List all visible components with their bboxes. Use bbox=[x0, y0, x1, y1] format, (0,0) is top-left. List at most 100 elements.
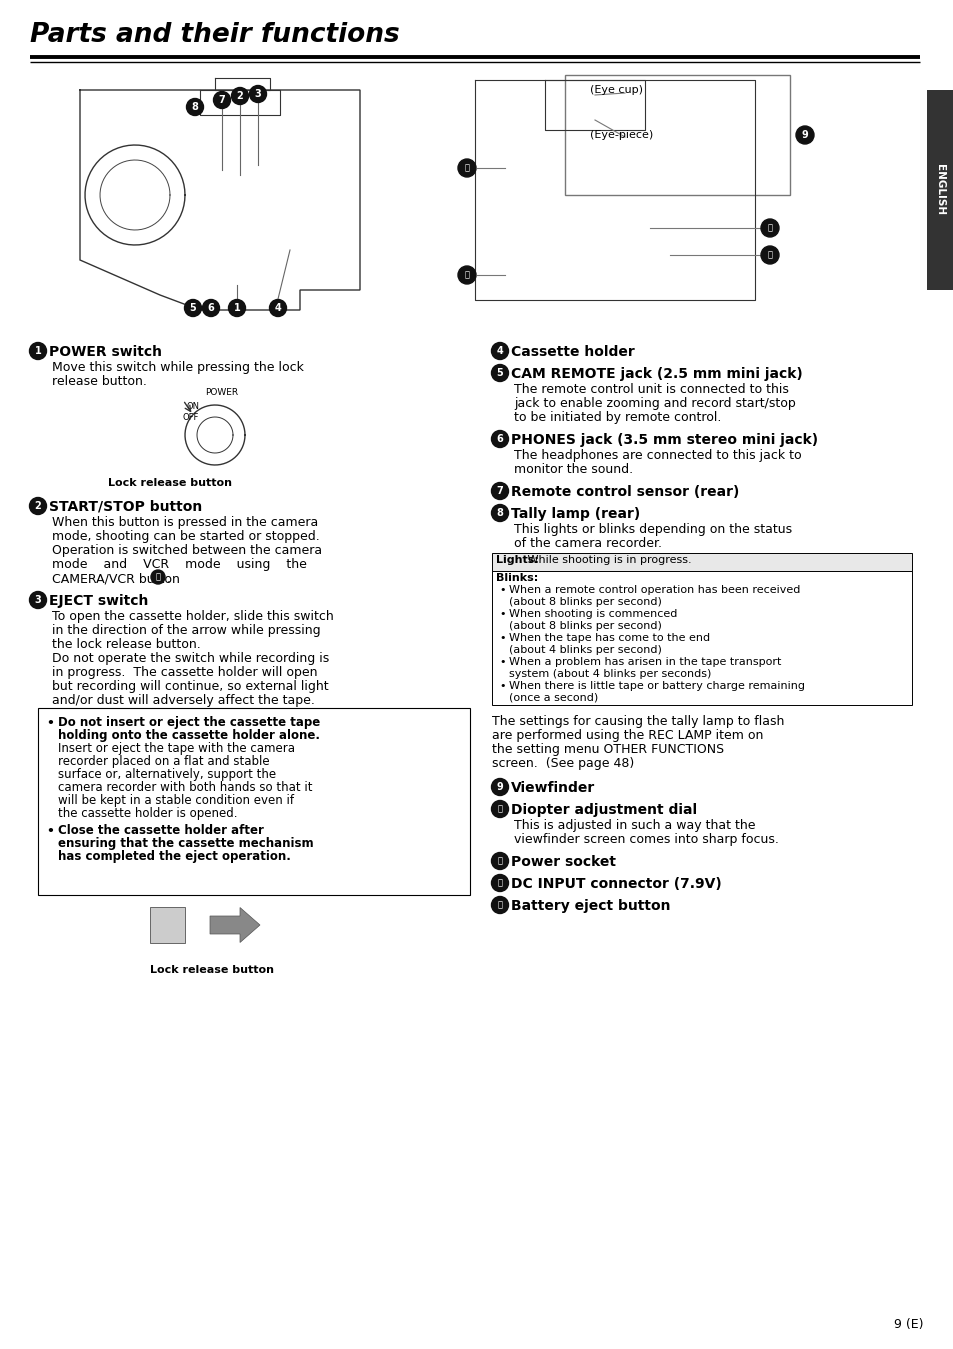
Text: Do not operate the switch while recording is: Do not operate the switch while recordin… bbox=[52, 652, 329, 665]
Text: 5: 5 bbox=[190, 304, 196, 313]
Bar bbox=[564, 76, 789, 196]
Circle shape bbox=[457, 266, 476, 285]
Circle shape bbox=[30, 343, 47, 359]
Text: The settings for causing the tally lamp to flash: The settings for causing the tally lamp … bbox=[492, 715, 783, 728]
Text: in the direction of the arrow while pressing: in the direction of the arrow while pres… bbox=[52, 625, 320, 637]
Circle shape bbox=[491, 483, 508, 499]
Text: mode    and    VCR    mode    using    the: mode and VCR mode using the bbox=[52, 558, 307, 571]
Polygon shape bbox=[150, 907, 185, 943]
Text: ⑲: ⑲ bbox=[767, 224, 772, 232]
Text: Insert or eject the tape with the camera: Insert or eject the tape with the camera bbox=[58, 742, 294, 755]
Text: Blinks:: Blinks: bbox=[496, 573, 537, 583]
Text: ⑭: ⑭ bbox=[155, 572, 160, 581]
Circle shape bbox=[229, 299, 245, 317]
Text: This lights or blinks depending on the status: This lights or blinks depending on the s… bbox=[514, 523, 791, 536]
Text: camera recorder with both hands so that it: camera recorder with both hands so that … bbox=[58, 781, 313, 795]
Text: (Eye-piece): (Eye-piece) bbox=[589, 130, 653, 140]
Text: Lock release button: Lock release button bbox=[150, 965, 274, 975]
Text: Lock release button: Lock release button bbox=[108, 478, 232, 488]
Text: POWER: POWER bbox=[205, 389, 238, 397]
Text: but recording will continue, so external light: but recording will continue, so external… bbox=[52, 680, 328, 693]
Text: Move this switch while pressing the lock: Move this switch while pressing the lock bbox=[52, 362, 304, 374]
Text: 4: 4 bbox=[497, 345, 503, 356]
Text: ensuring that the cassette mechanism: ensuring that the cassette mechanism bbox=[58, 836, 314, 850]
Text: EJECT switch: EJECT switch bbox=[49, 594, 149, 608]
Text: Cassette holder: Cassette holder bbox=[511, 345, 634, 359]
Text: PHONES jack (3.5 mm stereo mini jack): PHONES jack (3.5 mm stereo mini jack) bbox=[511, 433, 818, 447]
Circle shape bbox=[151, 571, 165, 584]
Text: •: • bbox=[498, 608, 505, 619]
Circle shape bbox=[491, 343, 508, 359]
Text: will be kept in a stable condition even if: will be kept in a stable condition even … bbox=[58, 795, 294, 807]
Text: CAM REMOTE jack (2.5 mm mini jack): CAM REMOTE jack (2.5 mm mini jack) bbox=[511, 367, 801, 380]
Text: To open the cassette holder, slide this switch: To open the cassette holder, slide this … bbox=[52, 610, 334, 623]
Text: ⑱: ⑱ bbox=[497, 878, 502, 888]
Text: and/or dust will adversely affect the tape.: and/or dust will adversely affect the ta… bbox=[52, 693, 314, 707]
Circle shape bbox=[491, 505, 508, 522]
Text: POWER switch: POWER switch bbox=[49, 345, 162, 359]
Text: (once a second): (once a second) bbox=[509, 693, 598, 703]
Text: jack to enable zooming and record start/stop: jack to enable zooming and record start/… bbox=[514, 397, 795, 410]
Circle shape bbox=[491, 800, 508, 817]
Text: 2: 2 bbox=[236, 90, 243, 101]
Text: ⑰: ⑰ bbox=[464, 271, 469, 279]
Text: When a problem has arisen in the tape transport: When a problem has arisen in the tape tr… bbox=[509, 657, 781, 666]
Text: (about 8 blinks per second): (about 8 blinks per second) bbox=[509, 621, 661, 631]
Text: (about 4 blinks per second): (about 4 blinks per second) bbox=[509, 645, 661, 656]
Text: the lock release button.: the lock release button. bbox=[52, 638, 200, 652]
Text: the setting menu OTHER FUNCTIONS: the setting menu OTHER FUNCTIONS bbox=[492, 743, 723, 755]
Text: ON: ON bbox=[187, 402, 200, 411]
Text: (about 8 blinks per second): (about 8 blinks per second) bbox=[509, 598, 661, 607]
Text: When this button is pressed in the camera: When this button is pressed in the camer… bbox=[52, 517, 318, 529]
Text: Lights:: Lights: bbox=[496, 554, 538, 565]
Text: holding onto the cassette holder alone.: holding onto the cassette holder alone. bbox=[58, 728, 319, 742]
Text: 8: 8 bbox=[192, 103, 198, 112]
Text: Tally lamp (rear): Tally lamp (rear) bbox=[511, 507, 639, 521]
Circle shape bbox=[760, 219, 779, 237]
Text: 6: 6 bbox=[208, 304, 214, 313]
Circle shape bbox=[491, 778, 508, 796]
Circle shape bbox=[491, 853, 508, 870]
Circle shape bbox=[491, 364, 508, 382]
Text: 5: 5 bbox=[497, 368, 503, 378]
Text: When shooting is commenced: When shooting is commenced bbox=[509, 608, 677, 619]
Text: the cassette holder is opened.: the cassette holder is opened. bbox=[58, 807, 237, 820]
Text: ⑱: ⑱ bbox=[767, 251, 772, 259]
Text: Parts and their functions: Parts and their functions bbox=[30, 22, 399, 49]
Circle shape bbox=[30, 498, 47, 514]
Text: are performed using the REC LAMP item on: are performed using the REC LAMP item on bbox=[492, 728, 762, 742]
Text: Battery eject button: Battery eject button bbox=[511, 898, 670, 913]
Text: When a remote control operation has been received: When a remote control operation has been… bbox=[509, 585, 800, 595]
Circle shape bbox=[491, 874, 508, 892]
Bar bbox=[492, 553, 911, 571]
Text: START/STOP button: START/STOP button bbox=[49, 500, 202, 514]
Text: Diopter adjustment dial: Diopter adjustment dial bbox=[511, 803, 697, 817]
Text: CAMERA/VCR button: CAMERA/VCR button bbox=[52, 572, 184, 585]
Text: OFF: OFF bbox=[183, 413, 199, 422]
Circle shape bbox=[213, 92, 231, 108]
Text: •: • bbox=[498, 585, 505, 595]
Bar bbox=[926, 90, 953, 290]
Text: screen.  (See page 48): screen. (See page 48) bbox=[492, 757, 634, 770]
Text: 4: 4 bbox=[274, 304, 281, 313]
Bar bbox=[38, 708, 470, 894]
Circle shape bbox=[184, 299, 201, 317]
Text: Close the cassette holder after: Close the cassette holder after bbox=[58, 824, 264, 836]
Bar bbox=[492, 571, 911, 706]
Text: surface or, alternatively, support the: surface or, alternatively, support the bbox=[58, 768, 275, 781]
Text: mode, shooting can be started or stopped.: mode, shooting can be started or stopped… bbox=[52, 530, 319, 544]
Circle shape bbox=[232, 88, 248, 104]
Text: The headphones are connected to this jack to: The headphones are connected to this jac… bbox=[514, 449, 801, 461]
Text: 9: 9 bbox=[497, 782, 503, 792]
Text: to be initiated by remote control.: to be initiated by remote control. bbox=[514, 411, 720, 424]
Text: Viewfinder: Viewfinder bbox=[511, 781, 595, 795]
Text: 9 (E): 9 (E) bbox=[894, 1318, 923, 1331]
Text: ⑲: ⑲ bbox=[497, 901, 502, 909]
Circle shape bbox=[202, 299, 219, 317]
Text: While shooting is in progress.: While shooting is in progress. bbox=[523, 554, 691, 565]
Circle shape bbox=[795, 125, 813, 144]
Circle shape bbox=[760, 246, 779, 264]
Text: ENGLISH: ENGLISH bbox=[935, 165, 944, 216]
Text: 6: 6 bbox=[497, 434, 503, 444]
Text: ⑯: ⑯ bbox=[497, 804, 502, 813]
